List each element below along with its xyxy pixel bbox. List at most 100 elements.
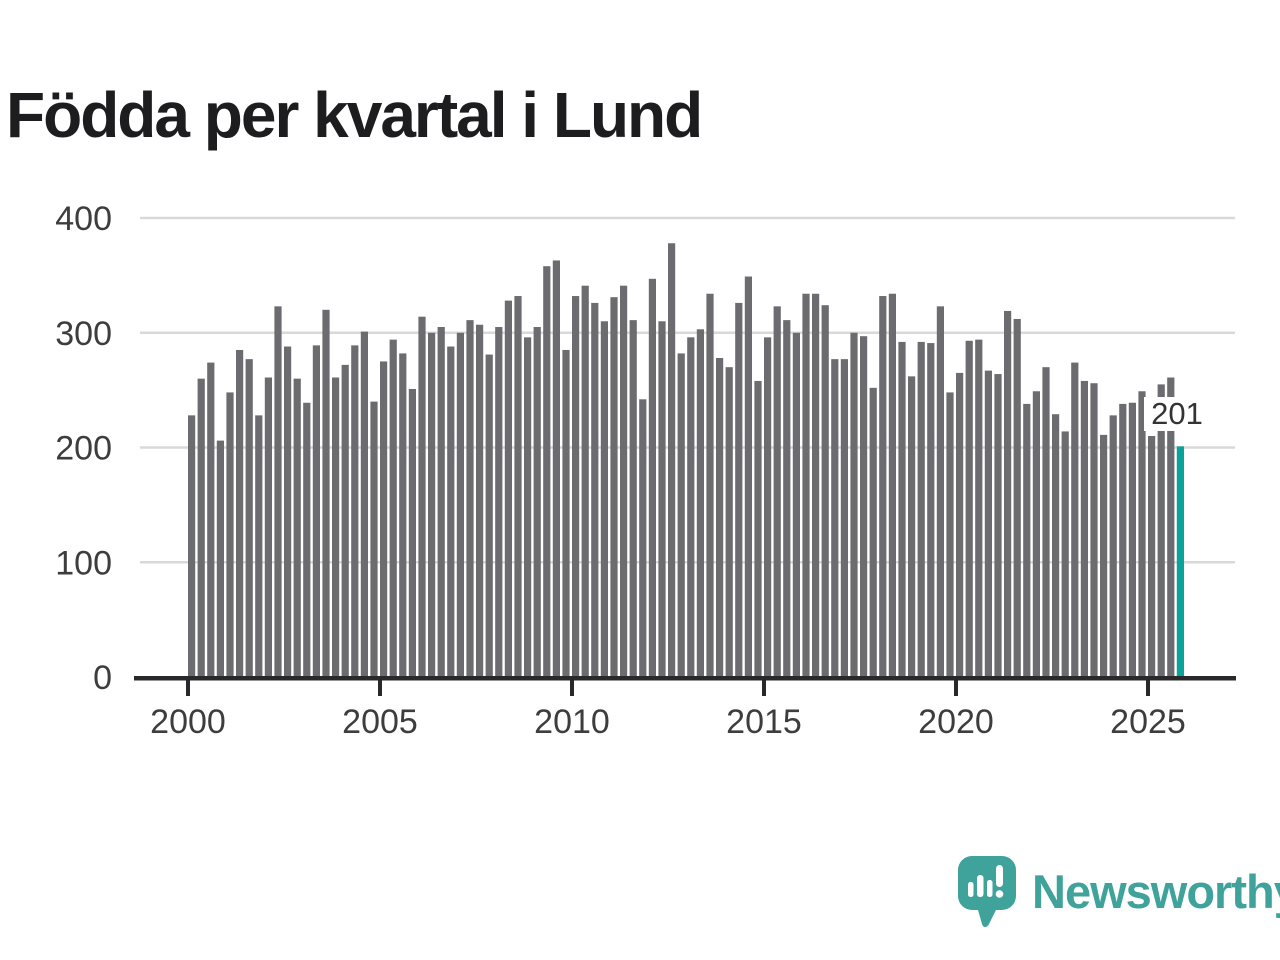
bar — [869, 387, 877, 678]
bar — [1128, 402, 1136, 678]
bar — [264, 377, 272, 678]
bar — [284, 346, 292, 678]
bar — [591, 302, 599, 678]
bar — [946, 392, 954, 678]
bar — [831, 359, 839, 678]
bar — [898, 341, 906, 678]
bar — [783, 320, 791, 678]
bar-highlight-latest-quarter — [1176, 446, 1184, 678]
x-axis-label: 2020 — [918, 703, 994, 741]
bar — [600, 321, 608, 678]
bar — [706, 293, 714, 678]
bar — [620, 285, 628, 678]
bar — [1148, 436, 1156, 678]
bar — [629, 320, 637, 678]
bar — [447, 346, 455, 678]
bar — [476, 324, 484, 678]
bar — [274, 306, 282, 678]
bar — [927, 343, 935, 678]
x-axis-label: 2015 — [726, 703, 802, 741]
bar — [226, 392, 234, 678]
bar — [1157, 384, 1165, 678]
bar — [466, 320, 474, 678]
newsworthy-logo: Newsworthy — [958, 856, 1280, 932]
y-axis-label: 0 — [93, 659, 112, 697]
x-axis-tick — [954, 679, 958, 696]
bar — [581, 285, 589, 678]
bar — [668, 243, 676, 678]
bar — [351, 345, 359, 678]
bar — [610, 297, 618, 678]
x-axis-label: 2000 — [150, 703, 226, 741]
bar — [1100, 434, 1108, 678]
bar — [773, 306, 781, 678]
x-axis-tick — [1146, 679, 1150, 696]
bar — [524, 337, 532, 678]
x-axis-tick — [570, 679, 574, 696]
y-axis-label: 100 — [55, 544, 112, 582]
bar — [418, 316, 426, 678]
bar — [639, 399, 647, 678]
bar — [860, 336, 868, 678]
bar — [1080, 380, 1088, 678]
newsworthy-logo-icon — [958, 856, 1016, 927]
bar — [1023, 403, 1031, 678]
bar — [293, 378, 301, 678]
bar — [312, 345, 320, 678]
bar — [1061, 431, 1069, 678]
bar — [437, 327, 445, 678]
bar — [908, 376, 916, 678]
bar — [850, 332, 858, 678]
bar — [687, 337, 695, 678]
bar — [658, 321, 666, 678]
bar — [936, 306, 944, 678]
bar — [514, 296, 522, 678]
bar — [879, 296, 887, 678]
bar — [677, 353, 685, 678]
bar — [216, 440, 224, 678]
bar — [917, 341, 925, 678]
bar — [572, 296, 580, 678]
bar — [1032, 391, 1040, 678]
x-axis-label: 2005 — [342, 703, 418, 741]
bar — [533, 327, 541, 678]
bar — [389, 339, 397, 678]
bar — [197, 378, 205, 678]
bar — [188, 415, 196, 678]
bar — [236, 349, 244, 678]
y-axis-label: 400 — [55, 200, 112, 238]
bar — [428, 332, 436, 678]
bar — [1167, 377, 1175, 678]
bar — [648, 278, 656, 678]
page-title: Födda per kvartal i Lund — [6, 78, 703, 151]
y-axis-label: 300 — [55, 315, 112, 353]
bar — [754, 380, 762, 678]
bar — [1042, 367, 1050, 678]
bar — [207, 362, 215, 678]
bar — [456, 332, 464, 678]
bar — [360, 331, 368, 678]
bar — [764, 337, 772, 678]
bar — [840, 359, 848, 678]
bar — [956, 372, 964, 678]
bar — [1138, 391, 1146, 678]
bar — [341, 364, 349, 678]
y-axis-label: 200 — [55, 430, 112, 468]
bar — [485, 354, 493, 678]
bar — [408, 388, 416, 678]
bar — [562, 349, 570, 678]
x-axis-label: 2010 — [534, 703, 610, 741]
bar — [543, 266, 551, 678]
bar — [1013, 318, 1021, 678]
bar — [1109, 415, 1117, 678]
latest-value-annotation: 201 — [1151, 396, 1203, 431]
x-axis — [134, 676, 1236, 681]
bar — [984, 370, 992, 678]
bar — [1052, 414, 1060, 678]
bar — [303, 402, 311, 678]
bar — [696, 329, 704, 678]
x-axis-tick — [762, 679, 766, 696]
bar — [792, 332, 800, 678]
bar — [1090, 383, 1098, 678]
